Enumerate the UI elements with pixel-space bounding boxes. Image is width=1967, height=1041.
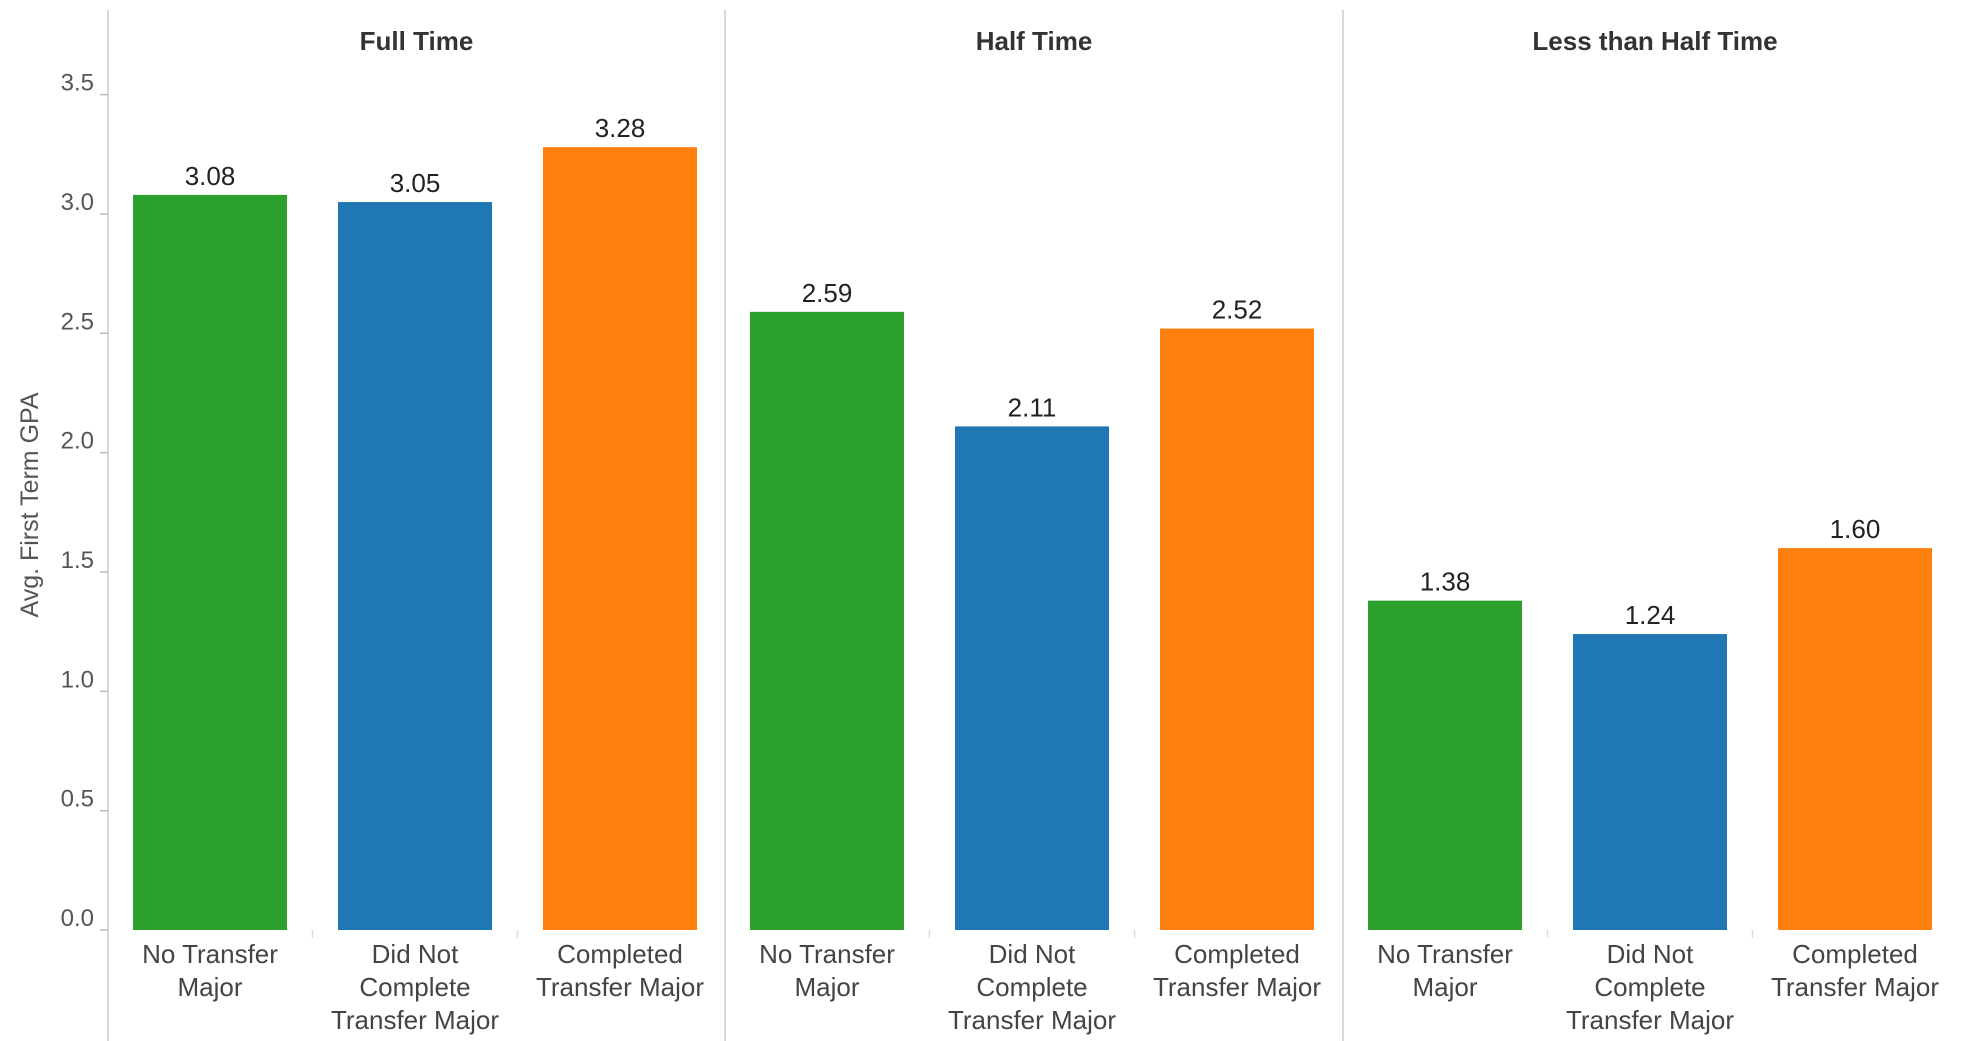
category-label-line: No Transfer — [142, 939, 278, 969]
y-axis-title: Avg. First Term GPA — [16, 392, 44, 617]
category-label: Completed Transfer Major — [1153, 939, 1321, 1002]
category-label-line: Did Not — [989, 939, 1076, 969]
y-axis: 0.0 0.5 1.0 1.5 2.0 2.5 3.0 3.5 — [61, 70, 108, 932]
panel-title: Half Time — [976, 26, 1093, 56]
category-label: Completed Transfer Major — [1771, 939, 1939, 1002]
category-label-line: Completed — [1174, 939, 1300, 969]
category-label: Did Not Complete Transfer Major — [331, 939, 499, 1035]
category-label-line: Completed — [1792, 939, 1918, 969]
category-label-line: Transfer Major — [948, 1005, 1116, 1035]
y-tick-label: 0.5 — [61, 786, 94, 813]
category-label-line: Complete — [359, 972, 470, 1002]
panel-title: Less than Half Time — [1532, 26, 1777, 56]
bar — [1368, 600, 1522, 930]
y-tick-label: 2.5 — [61, 308, 94, 335]
category-label-line: Transfer Major — [1153, 972, 1321, 1002]
category-label-line: Transfer Major — [331, 1005, 499, 1035]
category-label: No Transfer Major — [759, 939, 895, 1002]
panel: Full Time 3.08 No Transfer Major 3.05 Did Not… — [133, 26, 704, 1035]
category-label-line: Transfer Major — [536, 972, 704, 1002]
data-label: 3.08 — [185, 161, 236, 191]
data-label: 1.60 — [1830, 514, 1881, 544]
category-label-line: Transfer Major — [1566, 1005, 1734, 1035]
category-label-line: Major — [177, 972, 242, 1002]
panel-title: Full Time — [360, 26, 474, 56]
category-label-line: Major — [794, 972, 859, 1002]
category-label-line: Complete — [1594, 972, 1705, 1002]
data-label: 2.59 — [802, 278, 853, 308]
y-tick-label: 1.5 — [61, 547, 94, 574]
y-tick-label: 2.0 — [61, 428, 94, 455]
bar — [1160, 328, 1314, 930]
data-label: 3.28 — [595, 113, 646, 143]
y-tick-label: 0.0 — [61, 905, 94, 932]
data-label: 1.38 — [1420, 567, 1471, 597]
category-label: Completed Transfer Major — [536, 939, 704, 1002]
y-tick-label: 3.0 — [61, 189, 94, 216]
category-label: Did Not Complete Transfer Major — [948, 939, 1116, 1035]
data-label: 1.24 — [1625, 600, 1676, 630]
category-label: No Transfer Major — [1377, 939, 1513, 1002]
category-label-line: Major — [1412, 972, 1477, 1002]
bar — [543, 147, 697, 930]
category-label-line: No Transfer — [759, 939, 895, 969]
bar — [133, 194, 287, 930]
bar — [955, 426, 1109, 930]
category-label-line: Complete — [976, 972, 1087, 1002]
category-label-line: Did Not — [1607, 939, 1694, 969]
y-tick-label: 3.5 — [61, 70, 94, 97]
data-label: 2.52 — [1212, 295, 1263, 325]
y-tick-label: 1.0 — [61, 666, 94, 693]
category-label-line: Did Not — [372, 939, 459, 969]
category-label: Did Not Complete Transfer Major — [1566, 939, 1734, 1035]
bar — [1778, 548, 1932, 930]
panel: Less than Half Time 1.38 No Transfer Major 1… — [1342, 10, 1939, 1041]
category-label-line: Transfer Major — [1771, 972, 1939, 1002]
category-label: No Transfer Major — [142, 939, 278, 1002]
bar — [338, 202, 492, 931]
data-label: 3.05 — [390, 168, 441, 198]
category-label-line: No Transfer — [1377, 939, 1513, 969]
category-label-line: Completed — [557, 939, 683, 969]
bar — [1573, 634, 1727, 930]
bar — [750, 311, 904, 930]
panel: Half Time 2.59 No Transfer Major 2.11 Did Not… — [724, 10, 1321, 1041]
data-label: 2.11 — [1008, 392, 1057, 422]
